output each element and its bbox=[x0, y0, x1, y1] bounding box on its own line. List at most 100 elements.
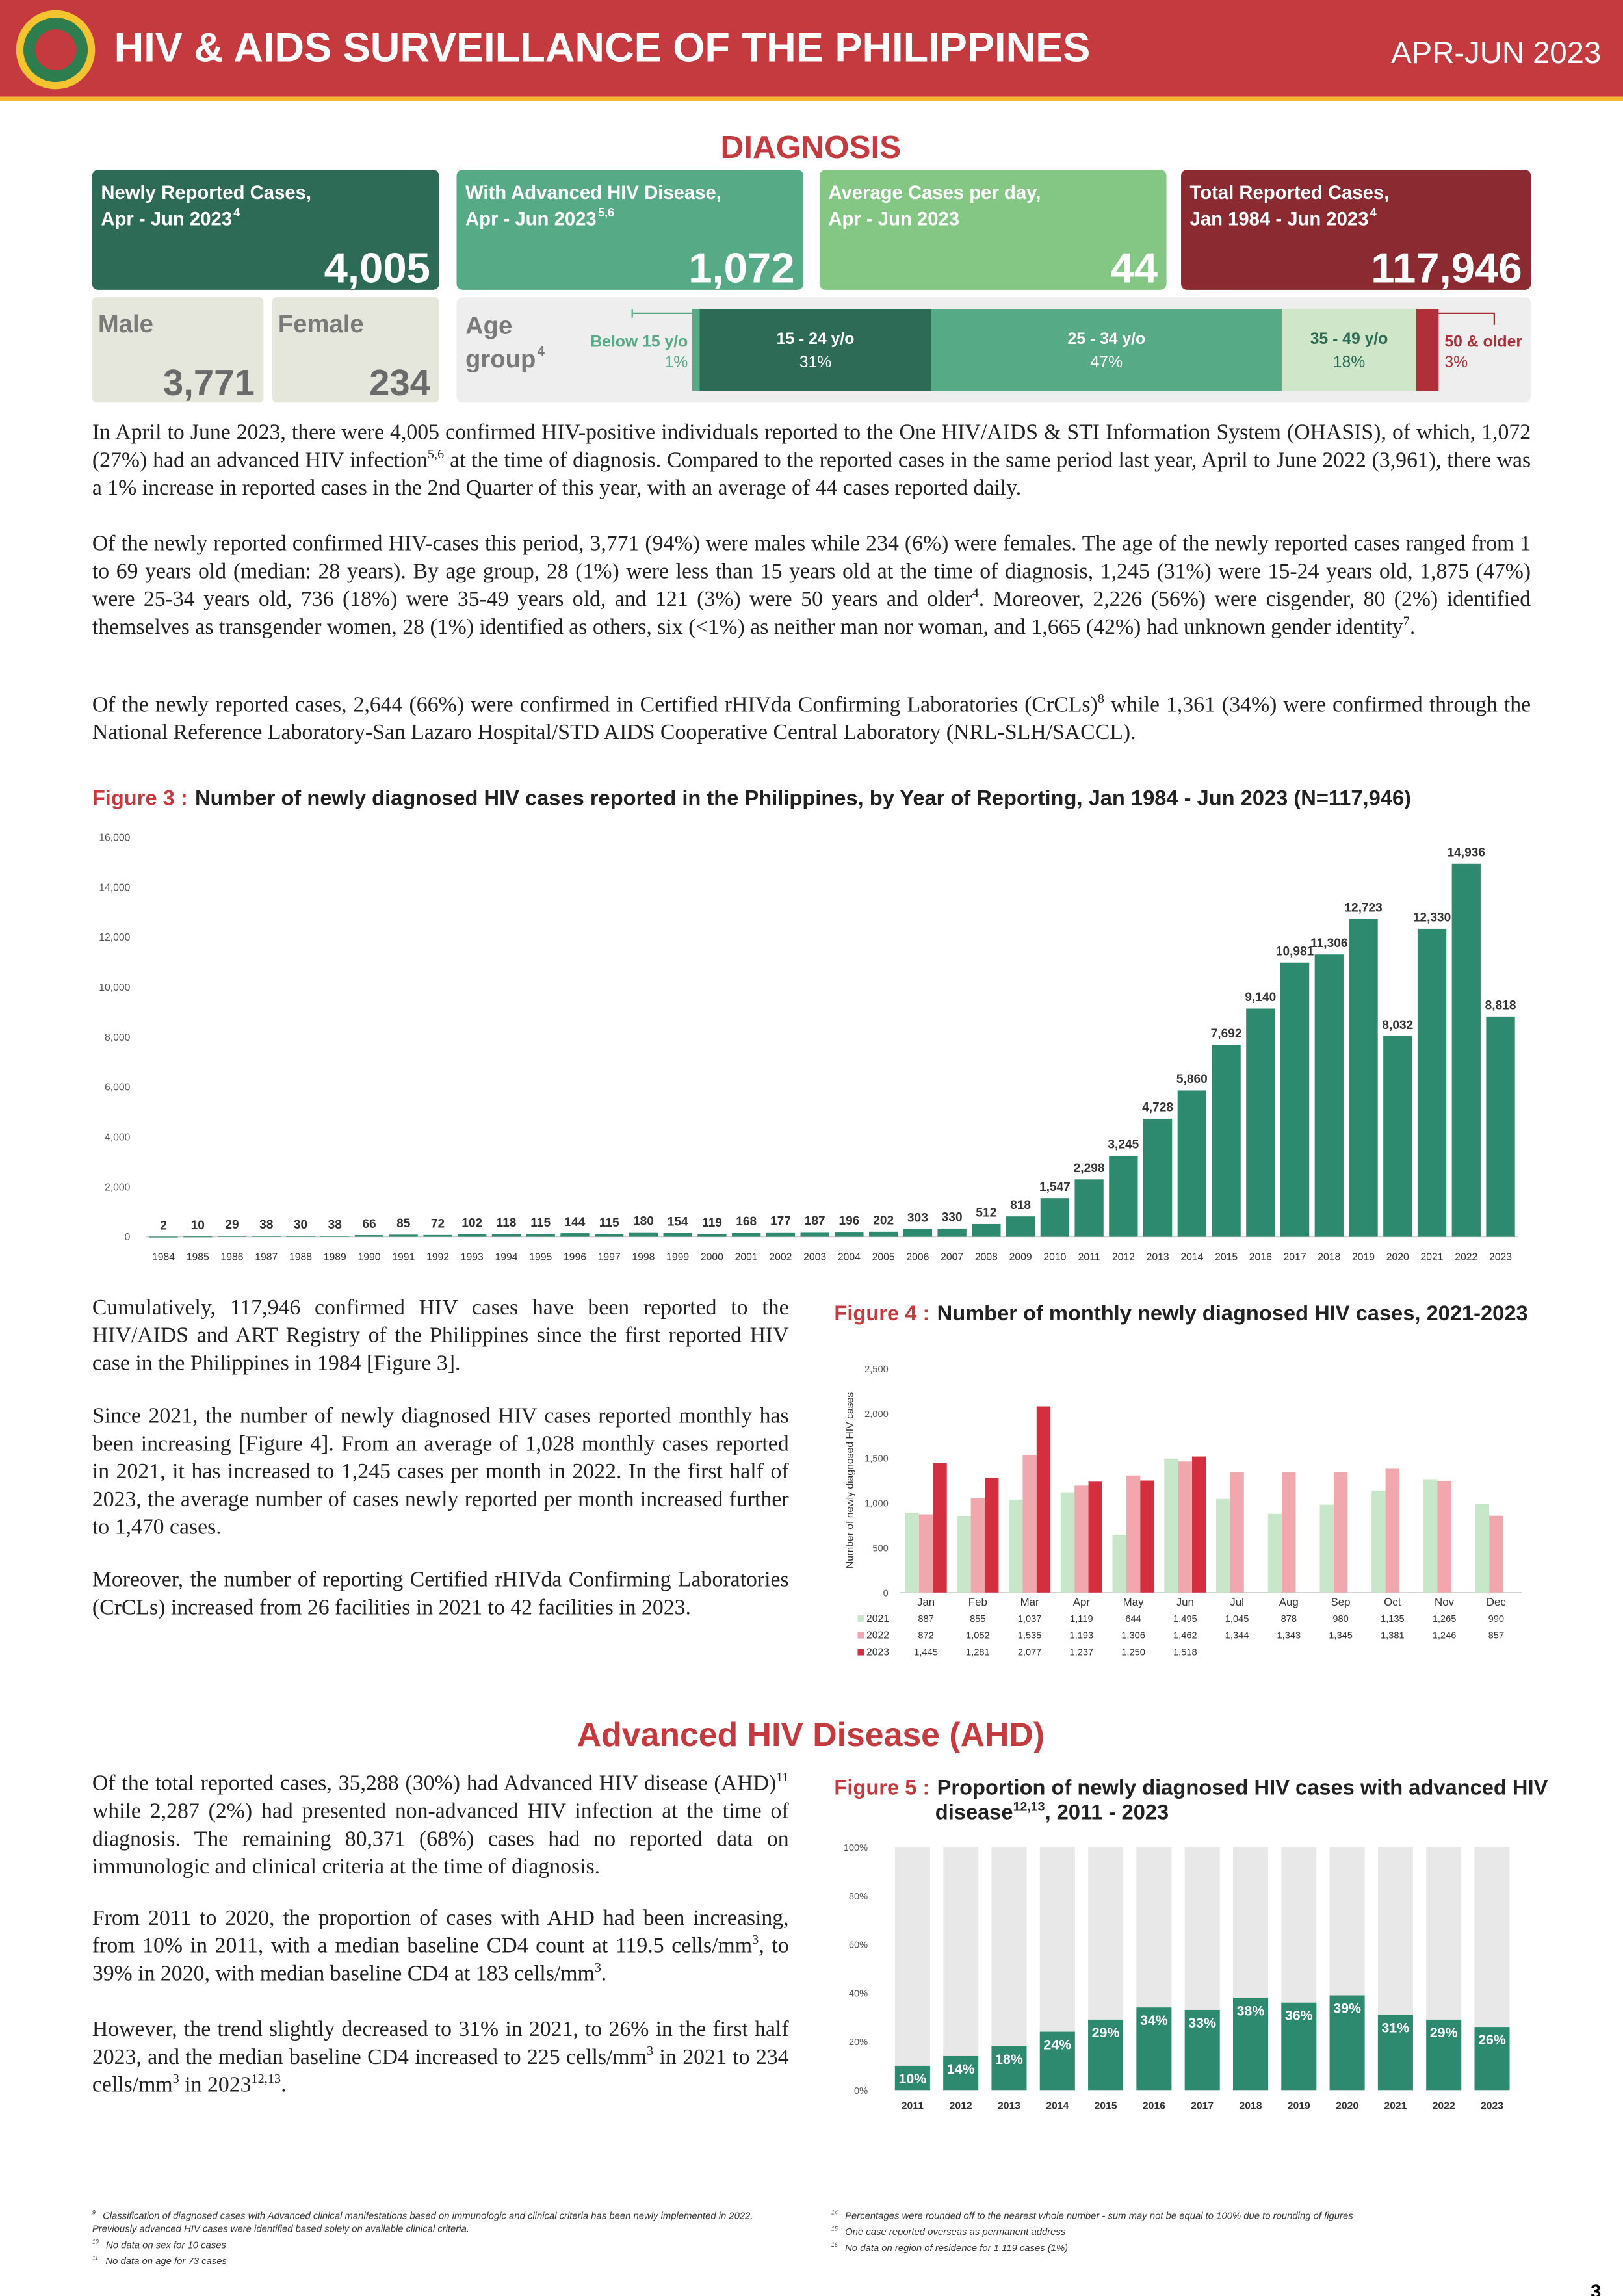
bar bbox=[458, 1234, 487, 1237]
footnote-text: No data on sex for 10 cases bbox=[106, 2241, 226, 2251]
text: while 2,287 (2%) had presented non-advan… bbox=[92, 1800, 789, 1880]
footnote: 9 Classification of diagnosed cases with … bbox=[92, 2209, 780, 2237]
table-value: 990 bbox=[1488, 1614, 1504, 1624]
x-tick-label: 2020 bbox=[1336, 2101, 1358, 2112]
legend-swatch bbox=[857, 1615, 864, 1622]
x-tick-label: 1997 bbox=[598, 1252, 621, 1263]
bar-value-label: 1,547 bbox=[1039, 1181, 1071, 1194]
header-stripe bbox=[0, 96, 1623, 101]
table-value: 1,462 bbox=[1173, 1631, 1197, 1641]
superscript: 3 bbox=[172, 2071, 179, 2086]
table-value: 1,306 bbox=[1121, 1631, 1145, 1641]
bar-value-label: 29% bbox=[1430, 2025, 1458, 2041]
bar-value-label: 66 bbox=[362, 1218, 376, 1231]
section-title: Advanced HIV Disease (AHD) bbox=[577, 1715, 1045, 1753]
table-value: 872 bbox=[918, 1631, 933, 1641]
bar bbox=[1281, 2002, 1317, 2091]
footnote: 16 No data on region of residence for 1,1… bbox=[831, 2241, 1519, 2255]
table-value: 1,246 bbox=[1433, 1631, 1457, 1641]
x-tick-label: 2008 bbox=[975, 1252, 998, 1263]
bar bbox=[1329, 1995, 1365, 2091]
bar bbox=[1164, 1458, 1178, 1593]
bar-value-label: 14% bbox=[947, 2061, 975, 2077]
card-label: Newly Reported Cases, bbox=[101, 183, 311, 203]
table-value: 1,135 bbox=[1381, 1614, 1405, 1624]
age-pointer bbox=[1426, 309, 1496, 325]
figure-title: , 2011 - 2023 bbox=[1045, 1801, 1169, 1825]
bar bbox=[389, 1234, 418, 1237]
bar bbox=[491, 1234, 521, 1237]
x-tick-label: 2018 bbox=[1239, 2101, 1262, 2112]
bar-value-label: 9,140 bbox=[1245, 991, 1276, 1004]
table-value: 857 bbox=[1488, 1631, 1504, 1641]
bar bbox=[905, 1513, 919, 1593]
bar-value-label: 196 bbox=[838, 1214, 859, 1228]
x-tick-label: 1987 bbox=[255, 1252, 278, 1263]
table-value: 1,052 bbox=[966, 1631, 990, 1641]
bar-value-label: 14,936 bbox=[1448, 846, 1486, 860]
footnote-text: No data on age for 73 cases bbox=[105, 2256, 227, 2267]
x-tick-label: 2018 bbox=[1318, 1252, 1340, 1263]
bar-value-label: 34% bbox=[1140, 2013, 1168, 2028]
card-value: 44 bbox=[1110, 244, 1158, 292]
age-segment-value: 3% bbox=[1444, 354, 1468, 371]
bar bbox=[1451, 863, 1481, 1237]
x-tick-label: 2011 bbox=[1078, 1252, 1100, 1263]
card-label: Average Cases per day, bbox=[828, 183, 1041, 203]
table-value: 1,495 bbox=[1173, 1614, 1197, 1624]
x-tick-label: 1998 bbox=[632, 1252, 655, 1263]
bar bbox=[1177, 1090, 1206, 1237]
bar bbox=[1178, 1461, 1193, 1593]
bar bbox=[937, 1228, 967, 1237]
age-segment-label: 35 - 49 y/o bbox=[1310, 330, 1388, 348]
footnote: 14 Percentages were rounded off to the ne… bbox=[831, 2208, 1519, 2223]
bar bbox=[1143, 1118, 1173, 1237]
x-tick-label: 2021 bbox=[1421, 1252, 1444, 1263]
bar bbox=[943, 2055, 979, 2091]
age-segment-value: 31% bbox=[799, 354, 832, 371]
bar-value-label: 118 bbox=[497, 1216, 517, 1230]
x-tick-label: May bbox=[1123, 1596, 1144, 1608]
x-tick-label: 1989 bbox=[324, 1252, 346, 1263]
paragraph: From 2011 to 2020, the proportion of cas… bbox=[92, 1906, 789, 1989]
age-label: group bbox=[465, 345, 536, 373]
bar bbox=[1417, 928, 1447, 1237]
bar bbox=[1088, 2019, 1124, 2091]
bar-value-label: 119 bbox=[702, 1216, 722, 1230]
bar bbox=[970, 1498, 985, 1593]
table-value: 887 bbox=[918, 1614, 933, 1624]
x-tick-label: Sep bbox=[1331, 1596, 1351, 1608]
y-tick-label: 16,000 bbox=[99, 833, 130, 844]
bar bbox=[183, 1236, 213, 1238]
footnote-number: 14 bbox=[831, 2208, 838, 2216]
age-segment-value: 18% bbox=[1333, 354, 1366, 371]
age-segment bbox=[692, 309, 700, 391]
x-tick-label: 2005 bbox=[872, 1252, 895, 1263]
paragraph: Cumulatively, 117,946 confirmed HIV case… bbox=[92, 1296, 789, 1379]
text: However, the trend slightly decreased to… bbox=[92, 2018, 789, 2070]
text: Of the total reported cases, 35,288 (30%… bbox=[92, 1772, 777, 1796]
bar-value-label: 303 bbox=[907, 1212, 928, 1225]
x-tick-label: 2006 bbox=[906, 1252, 929, 1263]
superscript: 12,13 bbox=[251, 2071, 281, 2086]
table-value: 1,535 bbox=[1018, 1631, 1042, 1641]
paragraph: Of the newly reported cases, 2,644 (66%)… bbox=[92, 692, 1531, 748]
y-tick-label: 0 bbox=[883, 1588, 889, 1598]
bar bbox=[1136, 2007, 1172, 2091]
x-tick-label: 2017 bbox=[1284, 1252, 1306, 1263]
bar-value-label: 24% bbox=[1043, 2037, 1071, 2053]
bar bbox=[1426, 2019, 1462, 2091]
y-tick-label: 2,000 bbox=[105, 1182, 131, 1193]
footnote: 11 No data on age for 73 cases bbox=[92, 2254, 780, 2269]
bar-value-label: 8,818 bbox=[1485, 999, 1516, 1013]
bar-value-label: 8,032 bbox=[1382, 1019, 1413, 1032]
age-label: Age bbox=[465, 311, 512, 339]
card-value: 1,072 bbox=[688, 244, 794, 292]
bar bbox=[1009, 1499, 1023, 1593]
card-label: With Advanced HIV Disease, bbox=[465, 183, 721, 203]
text: From 2011 to 2020, the proportion of cas… bbox=[92, 1907, 789, 1959]
table-value: 980 bbox=[1332, 1614, 1348, 1624]
x-tick-label: 2015 bbox=[1215, 1252, 1238, 1263]
